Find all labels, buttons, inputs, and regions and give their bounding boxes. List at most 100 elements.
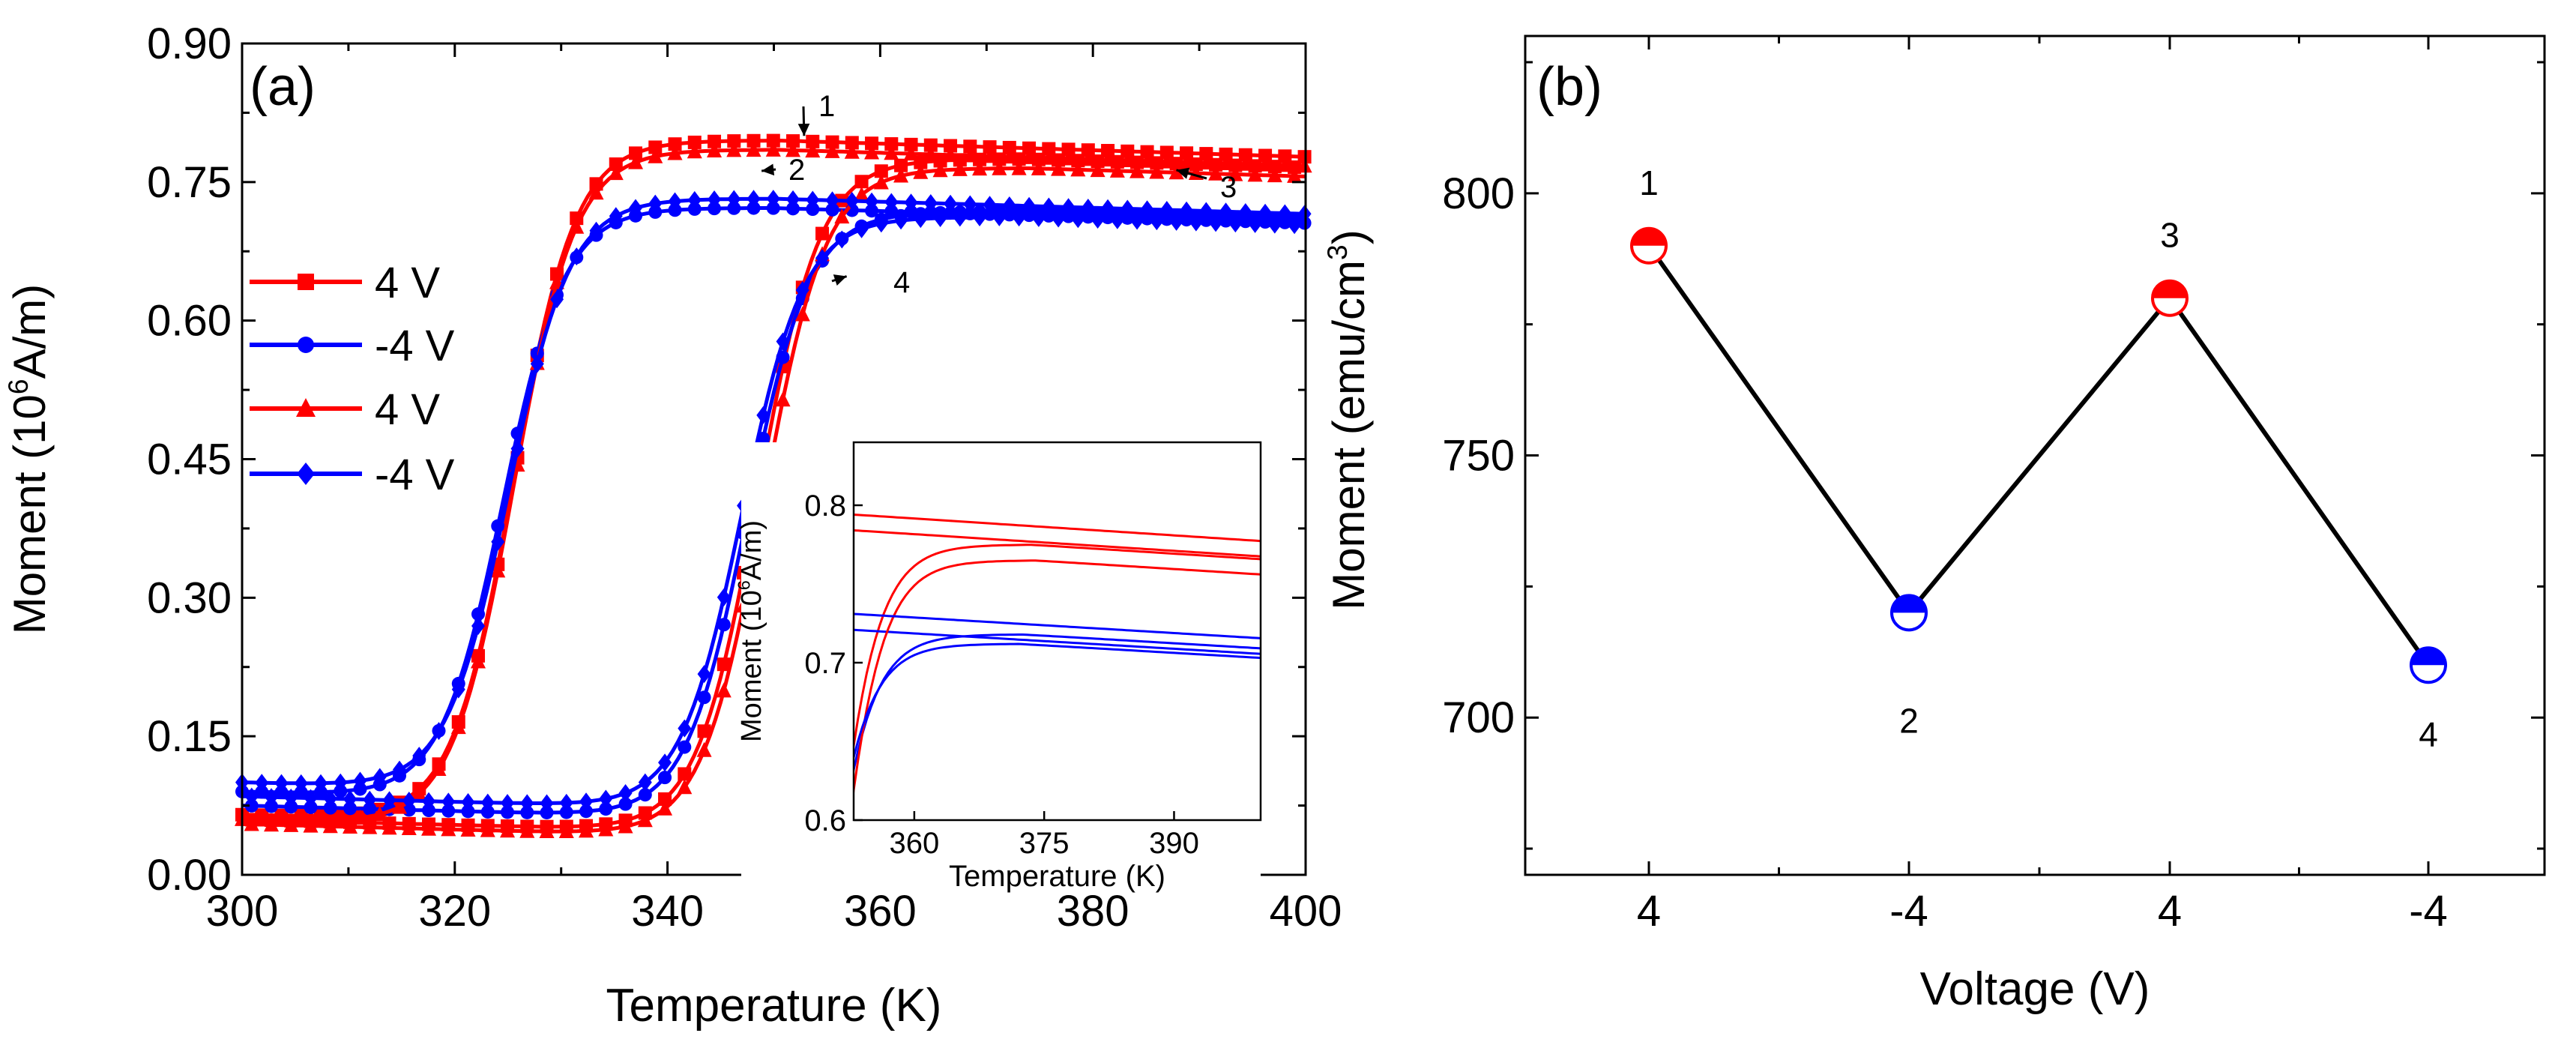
inset-series-line — [854, 513, 1261, 543]
y-tick-label: 0.45 — [147, 436, 232, 484]
data-point — [294, 774, 308, 792]
data-point — [530, 355, 544, 373]
y-axis-title-exp: 6 — [2, 379, 34, 394]
data-point — [334, 773, 348, 792]
data-point — [1288, 216, 1302, 235]
data-point — [1150, 212, 1164, 231]
y-axis-title-prefix: Moment (emu/cm — [1324, 260, 1374, 610]
y-axis-title-prefix: Moment (10 — [4, 394, 55, 634]
annotation-label: 2 — [788, 154, 805, 187]
data-point — [1179, 154, 1195, 169]
data-point — [854, 220, 869, 238]
data-point — [255, 774, 269, 792]
data-point — [1277, 157, 1293, 172]
data-point — [1159, 145, 1174, 160]
data-point — [480, 822, 495, 837]
data-point — [1278, 204, 1292, 223]
data-point-fill — [1632, 228, 1666, 246]
data-point — [628, 154, 644, 169]
data-point — [1208, 165, 1224, 181]
data-point — [540, 794, 554, 813]
data-point — [708, 202, 722, 216]
data-point — [746, 190, 761, 208]
inset-background — [741, 442, 1261, 884]
data-point — [854, 186, 869, 202]
data-point — [914, 210, 928, 229]
data-point — [667, 145, 683, 160]
data-point — [1109, 162, 1125, 178]
data-point — [283, 816, 299, 832]
panel-label: (a) — [250, 57, 316, 117]
data-point — [520, 794, 534, 813]
inset-y-tick-label: 0.7 — [804, 647, 846, 680]
data-point — [343, 790, 358, 809]
data-point — [904, 137, 918, 151]
legend-marker — [298, 337, 314, 353]
series-3 — [235, 141, 1312, 839]
data-point — [943, 146, 959, 162]
data-point — [1080, 151, 1096, 166]
data-point — [687, 143, 702, 159]
data-point — [441, 792, 456, 811]
data-point — [668, 192, 682, 211]
data-point — [794, 306, 810, 322]
data-point — [313, 812, 329, 828]
y-axis-title-exp: 3 — [1321, 244, 1353, 260]
data-point — [598, 821, 614, 837]
y-tick-label: 0.30 — [147, 573, 232, 622]
data-point — [422, 792, 436, 810]
data-point — [973, 208, 987, 227]
data-point — [766, 190, 780, 208]
data-point — [1129, 163, 1145, 178]
data-point — [766, 201, 780, 215]
data-point — [589, 221, 603, 240]
data-point — [461, 793, 475, 812]
data-point — [835, 230, 849, 249]
data-point — [1100, 151, 1116, 167]
data-point — [873, 174, 889, 190]
data-point — [1267, 167, 1282, 183]
inset-x-tick-label: 375 — [1019, 827, 1070, 860]
inset-y-tick-label: 0.6 — [804, 804, 846, 837]
data-point-fill — [2153, 280, 2187, 298]
data-point — [825, 191, 839, 210]
data-point — [1061, 142, 1076, 157]
inset-series-line — [854, 543, 1261, 754]
data-point — [1002, 140, 1016, 154]
data-point — [824, 142, 840, 158]
data-point — [1002, 196, 1016, 215]
y-tick-label: 0.75 — [147, 158, 232, 207]
data-point — [1001, 148, 1017, 164]
data-point — [845, 192, 859, 211]
data-point — [677, 779, 693, 795]
data-point — [648, 140, 663, 154]
data-point — [265, 788, 279, 807]
data-point — [491, 532, 505, 551]
data-point — [393, 760, 407, 779]
data-point — [382, 791, 396, 810]
annotation-label: 1 — [818, 90, 835, 123]
point-label: 2 — [1899, 701, 1919, 740]
data-point — [992, 160, 1007, 175]
data-point — [1209, 214, 1223, 232]
data-point — [727, 190, 741, 208]
data-point — [1140, 200, 1154, 219]
data-point — [1228, 214, 1243, 233]
data-point — [343, 801, 358, 816]
data-point — [1219, 202, 1233, 221]
data-point — [392, 798, 408, 814]
data-point — [658, 771, 672, 785]
data-point — [1267, 215, 1282, 234]
data-point — [1041, 149, 1057, 165]
data-point — [559, 805, 573, 819]
y-axis-title: Moment (106A/m) — [2, 284, 55, 634]
data-point — [579, 792, 594, 811]
data-point — [727, 201, 741, 215]
data-point — [1110, 211, 1124, 229]
data-point — [304, 800, 318, 814]
x-tick-label: 380 — [1057, 887, 1129, 936]
data-point — [579, 822, 594, 838]
data-point — [708, 190, 722, 209]
y-tick-label: 0.90 — [147, 19, 232, 68]
point-label: 1 — [1639, 163, 1659, 202]
